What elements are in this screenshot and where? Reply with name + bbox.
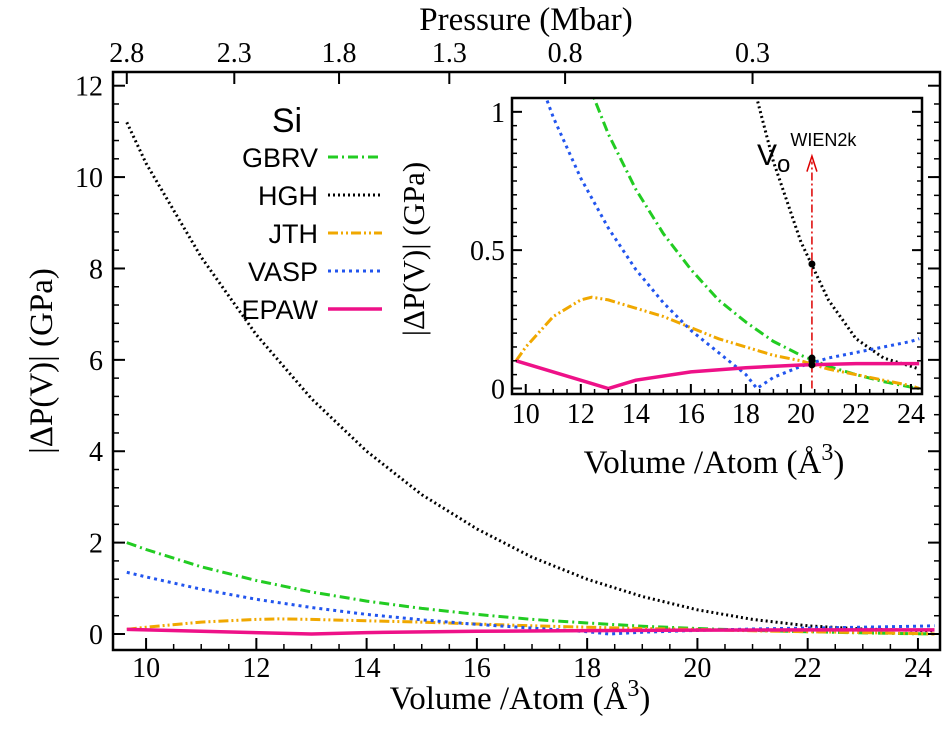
inset-x-tick-label: 16 (677, 399, 705, 430)
inset-marker-point (808, 361, 816, 369)
inset-x-tick-label: 18 (732, 399, 760, 430)
top-axis-tick-label: 0.3 (735, 38, 770, 69)
inset-y-tick-label: 0 (491, 374, 505, 405)
main-x-tick-label: 10 (132, 653, 160, 684)
inset-y-tick-label: 0.5 (470, 236, 505, 267)
main-x-tick-label: 18 (573, 653, 601, 684)
top-axis-tick-label: 2.8 (109, 38, 144, 69)
inset-x-tick-label: 20 (787, 399, 815, 430)
inset-series-line-hgh (755, 98, 920, 371)
top-axis-tick-label: 1.3 (432, 38, 467, 69)
main-x-tick-label: 22 (794, 653, 822, 684)
main-plot-frame (111, 70, 942, 652)
legend-label-gbrv: GBRV (242, 143, 318, 173)
main-x-tick-label: 24 (904, 653, 932, 684)
inset-series-clip (514, 98, 920, 391)
top-axis-tick-label: 1.8 (322, 38, 357, 69)
main-y-tick-label: 6 (89, 346, 103, 377)
legend: GBRV HGH JTH VASP EPAW (241, 143, 382, 325)
main-y-tick-label: 4 (89, 437, 103, 468)
inset-x-tick-label: 12 (567, 399, 595, 430)
main-x-axis-label: Volume /Atom (Å3) (390, 676, 651, 717)
top-axis-tick-label: 0.8 (548, 38, 583, 69)
inset-y-axis-label: |ΔP(V)| (GPa) (396, 162, 431, 336)
main-x-tick-label: 12 (242, 653, 270, 684)
legend-label-vasp: VASP (248, 257, 318, 287)
top-axis-tick-label: 2.3 (217, 38, 252, 69)
wien2k-label: VoWIEN2k (757, 130, 857, 178)
wien2k-arrow-head (806, 153, 818, 172)
inset-series-line-epaw (515, 359, 920, 391)
inset-x-tick-label: 24 (897, 399, 925, 430)
inset-x-tick-label: 10 (512, 399, 540, 430)
inset-x-axis-label: Volume /Atom (Å3) (584, 440, 845, 481)
top-axis-label: Pressure (Mbar) (419, 2, 633, 38)
main-y-tick-label: 8 (89, 254, 103, 285)
wien2k-label-sup: WIEN2k (790, 130, 857, 150)
main-y-tick-label: 12 (75, 72, 103, 103)
main-y-tick-label: 2 (89, 529, 103, 560)
main-x-tick-label: 20 (683, 653, 711, 684)
inset-y-tick-label: 1 (491, 98, 505, 129)
main-series-line-vasp (126, 570, 935, 636)
legend-label-hgh: HGH (258, 181, 318, 211)
inset-x-tick-label: 22 (842, 399, 870, 430)
main-x-tick-label: 14 (353, 653, 381, 684)
main-series-line-hgh (125, 121, 935, 633)
chart-title: Si (272, 102, 302, 140)
inset-ticks-group: 10 12 14 16 18 20 22 24 0 0.5 1 (470, 98, 925, 430)
main-y-tick-label: 0 (89, 620, 103, 651)
inset-marker-point (808, 260, 816, 268)
main-y-axis-label: |ΔP(V)| (GPa) (24, 268, 60, 454)
main-series-line-epaw (126, 627, 935, 636)
main-series-group (125, 121, 935, 636)
main-y-tick-label: 10 (75, 163, 103, 194)
wien2k-label-sub: o (777, 151, 790, 178)
legend-label-epaw: EPAW (241, 295, 318, 325)
inset-x-tick-label: 14 (622, 399, 650, 430)
wien2k-annotation: VoWIEN2k (757, 130, 857, 389)
inset-background (512, 98, 922, 394)
inset-series-line-jth (514, 295, 920, 390)
legend-label-jth: JTH (269, 219, 319, 249)
wien2k-label-main: V (757, 139, 777, 172)
main-x-tick-label: 16 (463, 653, 491, 684)
inset-plot-frame (510, 96, 924, 396)
main-series-line-jth (126, 617, 935, 636)
inset-series-group (514, 98, 920, 391)
